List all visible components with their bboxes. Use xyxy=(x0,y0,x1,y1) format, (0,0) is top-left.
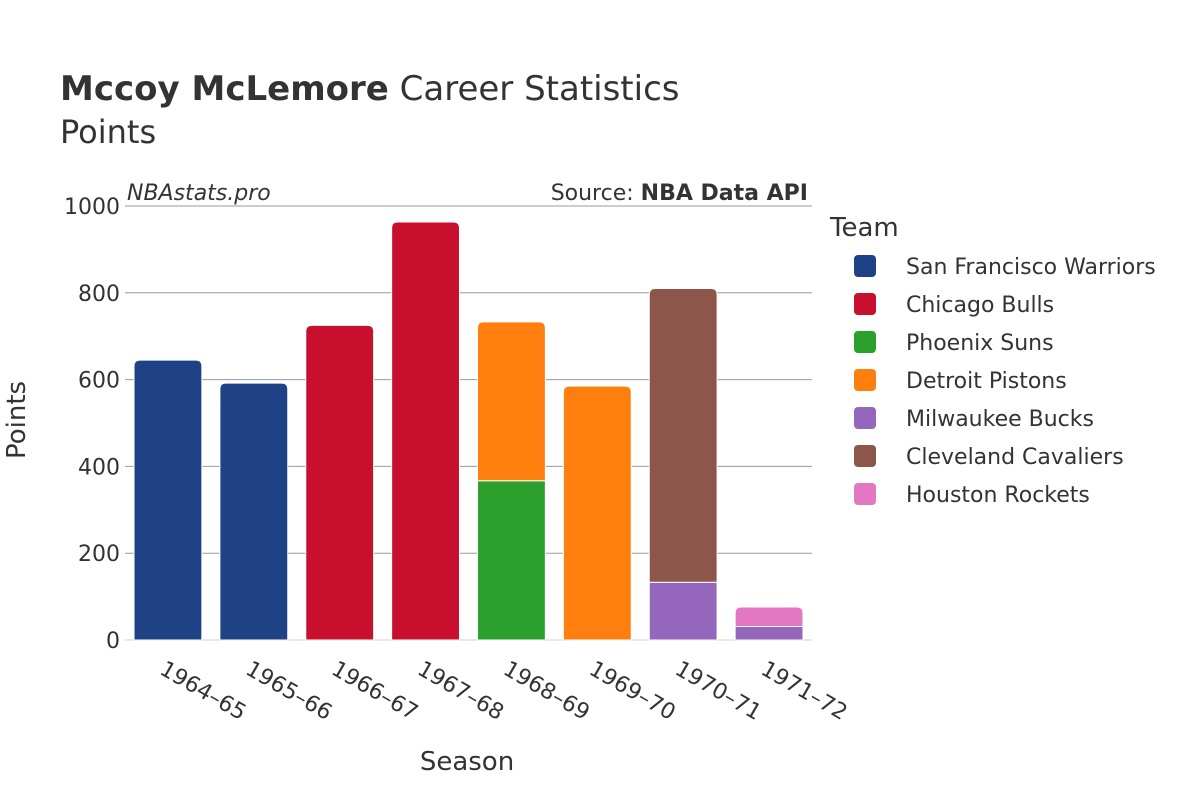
y-tick-label: 0 xyxy=(106,629,120,654)
watermark: NBAstats.pro xyxy=(127,181,271,206)
y-axis-title: Points xyxy=(2,381,32,459)
source-credit: Source: NBA Data API xyxy=(551,181,808,206)
x-tick-label: 1970–71 xyxy=(671,657,766,726)
chart-subtitle: Points xyxy=(60,113,156,151)
chart-title: Mccoy McLemore Career Statistics xyxy=(60,69,680,109)
legend-item[interactable]: Milwaukee Bucks xyxy=(854,407,1094,432)
source-name: NBA Data API xyxy=(641,181,808,206)
legend-swatch xyxy=(854,407,876,429)
x-tick-label: 1969–70 xyxy=(585,657,680,726)
bars xyxy=(133,221,804,641)
legend-swatch xyxy=(854,293,876,315)
chart-title-player: Mccoy McLemore xyxy=(60,69,389,109)
bar-segment xyxy=(734,606,804,628)
x-tick-label: 1964–65 xyxy=(155,657,250,726)
bar-segment xyxy=(477,321,546,482)
legend-swatch xyxy=(854,255,876,277)
bar-segment xyxy=(648,581,718,641)
y-tick-label: 600 xyxy=(78,369,120,394)
legend-swatch xyxy=(854,483,876,505)
legend-title: Team xyxy=(829,213,899,243)
legend-item[interactable]: Detroit Pistons xyxy=(854,369,1067,394)
y-tick-label: 800 xyxy=(78,282,120,307)
legend-swatch xyxy=(854,331,876,353)
bar-segment xyxy=(305,324,375,641)
x-tick-label: 1965–66 xyxy=(241,657,336,726)
legend-swatch xyxy=(854,369,876,391)
bar-segment xyxy=(734,626,804,641)
x-axis-title: Season xyxy=(420,747,514,777)
legend-label: Cleveland Cavaliers xyxy=(906,445,1124,470)
bar-segment xyxy=(562,385,632,641)
y-tick-label: 400 xyxy=(78,455,120,480)
legend-item[interactable]: Phoenix Suns xyxy=(854,331,1054,356)
bar-segment xyxy=(391,221,460,641)
x-tick-label: 1966–67 xyxy=(327,657,422,726)
legend-label: Houston Rockets xyxy=(906,483,1090,508)
bar-segment xyxy=(133,359,203,641)
y-tick-label: 1000 xyxy=(64,195,120,220)
legend-item[interactable]: Chicago Bulls xyxy=(854,293,1054,318)
x-tick-label: 1968–69 xyxy=(499,657,594,726)
x-tick-label: 1967–68 xyxy=(413,657,508,726)
x-tick-label: 1971–72 xyxy=(756,657,851,726)
legend-label: Phoenix Suns xyxy=(906,331,1054,356)
chart-title-rest: Career Statistics xyxy=(389,69,680,109)
legend-label: San Francisco Warriors xyxy=(906,255,1156,280)
bar-segment xyxy=(477,480,546,641)
source-prefix: Source: xyxy=(551,181,641,206)
legend-swatch xyxy=(854,445,876,467)
legend-label: Milwaukee Bucks xyxy=(906,407,1094,432)
y-axis-ticks: 0 200 400 600 800 1000 xyxy=(64,195,120,654)
legend-item[interactable]: Houston Rockets xyxy=(854,483,1090,508)
x-axis-ticks: 1964–651965–661966–671967–681968–691969–… xyxy=(155,657,851,726)
legend-item[interactable]: San Francisco Warriors xyxy=(854,255,1156,280)
y-tick-label: 200 xyxy=(78,542,120,567)
legend-label: Chicago Bulls xyxy=(906,293,1054,318)
bar-segment xyxy=(648,287,718,583)
legend-item[interactable]: Cleveland Cavaliers xyxy=(854,445,1124,470)
legend-label: Detroit Pistons xyxy=(906,369,1067,394)
legend: San Francisco Warriors Chicago Bulls Phoen… xyxy=(854,255,1156,508)
bar-segment xyxy=(219,382,289,641)
